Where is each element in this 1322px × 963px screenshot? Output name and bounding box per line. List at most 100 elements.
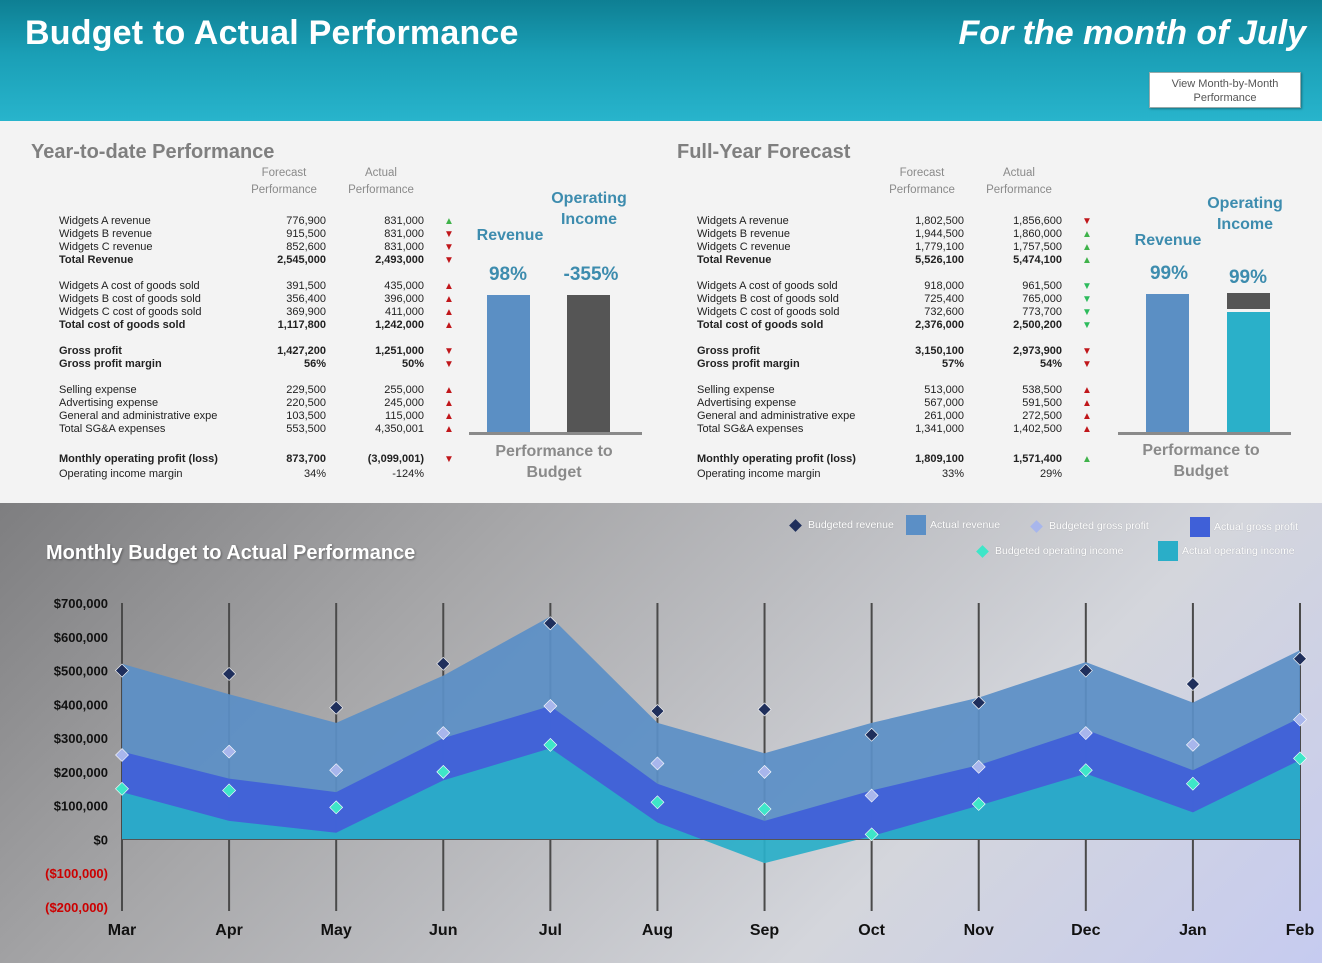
x-tick-label: Jun	[429, 922, 457, 939]
diamond-marker	[1185, 677, 1200, 691]
triangle-up-icon: ▲	[444, 281, 454, 292]
fy-section-title: Full-Year Forecast	[677, 141, 851, 163]
x-tick-label: Sep	[750, 922, 780, 939]
fy-row-forecast: 1,944,500	[915, 228, 964, 240]
ytd-row-forecast: 553,500	[286, 423, 326, 435]
diamond-marker	[1078, 763, 1093, 778]
fy-row-actual: 961,500	[1022, 280, 1062, 292]
fy-row-label: Gross profit	[697, 345, 760, 357]
legend-label: Budgeted operating income	[995, 545, 1124, 557]
diamond-marker	[1293, 712, 1307, 727]
diamond-marker	[1293, 651, 1307, 666]
ytd-row-label: Widgets A revenue	[59, 215, 151, 227]
triangle-down-icon: ▼	[1082, 281, 1092, 292]
fy-row-label: Monthly operating profit (loss)	[697, 453, 856, 465]
fy-row-label: Widgets B revenue	[697, 228, 790, 240]
fy-row-actual: 272,500	[1022, 410, 1062, 422]
fy-row-forecast: 918,000	[924, 280, 964, 292]
legend-item: Budgeted operating income	[976, 544, 1124, 558]
fy-row-label: Operating income margin	[697, 468, 821, 480]
fy-income-pct: 99%	[1228, 267, 1268, 288]
fy-row-label: Widgets C revenue	[697, 241, 791, 253]
legend-item: Budgeted revenue	[789, 518, 894, 532]
fy-row-actual: 765,000	[1022, 293, 1062, 305]
fy-row-actual: 1,757,500	[1013, 241, 1062, 253]
ytd-row-forecast: 1,117,800	[277, 319, 326, 331]
fy-row-forecast: 732,600	[924, 306, 964, 318]
triangle-down-icon: ▼	[1082, 294, 1092, 305]
diamond-marker	[650, 704, 665, 719]
chart-title: Monthly Budget to Actual Performance	[46, 542, 416, 564]
triangle-up-icon: ▲	[1082, 242, 1092, 253]
diamond-marker	[971, 695, 986, 710]
fy-row-actual: 591,500	[1022, 397, 1062, 409]
legend-label: Actual revenue	[930, 518, 1001, 531]
triangle-up-icon: ▲	[1082, 255, 1092, 266]
ytd-row-label: Widgets A cost of goods sold	[59, 280, 200, 292]
fy-row-label: Selling expense	[697, 384, 775, 396]
ytd-row-actual: 435,000	[384, 280, 424, 292]
ytd-performance-label: Performance to Budget	[495, 443, 613, 481]
fy-row-label: Total cost of goods sold	[697, 319, 824, 331]
diamond-marker	[543, 737, 558, 752]
ytd-row-forecast: 776,900	[286, 215, 326, 227]
legend-label: Budgeted revenue	[808, 519, 894, 531]
ytd-row-forecast: 873,700	[286, 453, 326, 465]
x-tick-label: Oct	[858, 922, 885, 939]
fy-performance-label: Performance to Budget	[1142, 442, 1260, 480]
fy-row-actual: 1,571,400	[1013, 453, 1062, 465]
header-banner: Budget to Actual Performance For the mon…	[0, 0, 1322, 121]
triangle-up-icon: ▲	[444, 385, 454, 396]
diamond-marker	[864, 827, 879, 842]
fy-row-forecast: 3,150,100	[915, 345, 964, 357]
ytd-revenue-bar	[487, 295, 530, 432]
fy-row-actual: 1,856,600	[1013, 215, 1062, 227]
diamond-marker	[436, 764, 451, 779]
diamond-marker	[1078, 726, 1093, 740]
x-tick-label: Jul	[539, 922, 562, 939]
legend-swatch	[1190, 517, 1210, 537]
fy-row-forecast: 725,400	[924, 293, 964, 305]
diamond-marker	[864, 788, 879, 803]
ytd-row-label: Advertising expense	[59, 397, 159, 409]
diamond-marker	[222, 744, 237, 759]
ytd-row-forecast: 34%	[303, 468, 326, 480]
diamond-marker	[329, 700, 344, 715]
ytd-row-forecast: 391,500	[286, 280, 326, 292]
fy-row-forecast: 57%	[941, 358, 964, 370]
triangle-down-icon: ▼	[444, 359, 454, 370]
triangle-down-icon: ▼	[444, 454, 454, 465]
ytd-row-label: Operating income margin	[59, 468, 183, 480]
y-tick-label: ($200,000)	[45, 900, 108, 915]
fy-row-actual: 5,474,100	[1013, 254, 1062, 266]
fy-row-forecast: 1,341,000	[915, 423, 964, 435]
y-tick-label: $700,000	[54, 596, 108, 611]
ytd-row-actual: 831,000	[384, 215, 424, 227]
triangle-down-icon: ▼	[444, 229, 454, 240]
ytd-row-actual: 1,251,000	[375, 345, 424, 357]
x-tick-label: Nov	[964, 922, 994, 939]
view-month-by-month-button[interactable]: View Month-by-Month Performance	[1149, 72, 1301, 108]
ytd-row-forecast: 229,500	[286, 384, 326, 396]
ytd-row-forecast: 2,545,000	[277, 254, 326, 266]
x-tick-label: Jan	[1179, 922, 1207, 939]
legend-item: Actual gross profit	[1190, 517, 1298, 537]
triangle-up-icon: ▲	[1082, 424, 1092, 435]
legend-label: Actual gross profit	[1214, 520, 1299, 533]
triangle-up-icon: ▲	[444, 307, 454, 318]
monthly-chart-panel: Monthly Budget to Actual Performance Bud…	[0, 503, 1322, 963]
ytd-row-actual: 50%	[401, 358, 424, 370]
diamond-marker	[757, 764, 772, 779]
triangle-up-icon: ▲	[1082, 229, 1092, 240]
fy-row-label: Widgets C cost of goods sold	[697, 306, 840, 318]
ytd-row-label: Total SG&A expenses	[59, 423, 166, 435]
fy-row-forecast: 1,779,100	[915, 241, 964, 253]
triangle-down-icon: ▼	[1082, 307, 1092, 318]
diamond-marker	[436, 656, 451, 671]
area-actual-operating-income	[122, 748, 1300, 864]
ytd-income-bar	[567, 295, 610, 432]
triangle-up-icon: ▲	[1082, 411, 1092, 422]
fy-row-forecast: 261,000	[924, 410, 964, 422]
fy-row-label: Total Revenue	[697, 254, 772, 266]
y-tick-label: $500,000	[54, 664, 108, 679]
